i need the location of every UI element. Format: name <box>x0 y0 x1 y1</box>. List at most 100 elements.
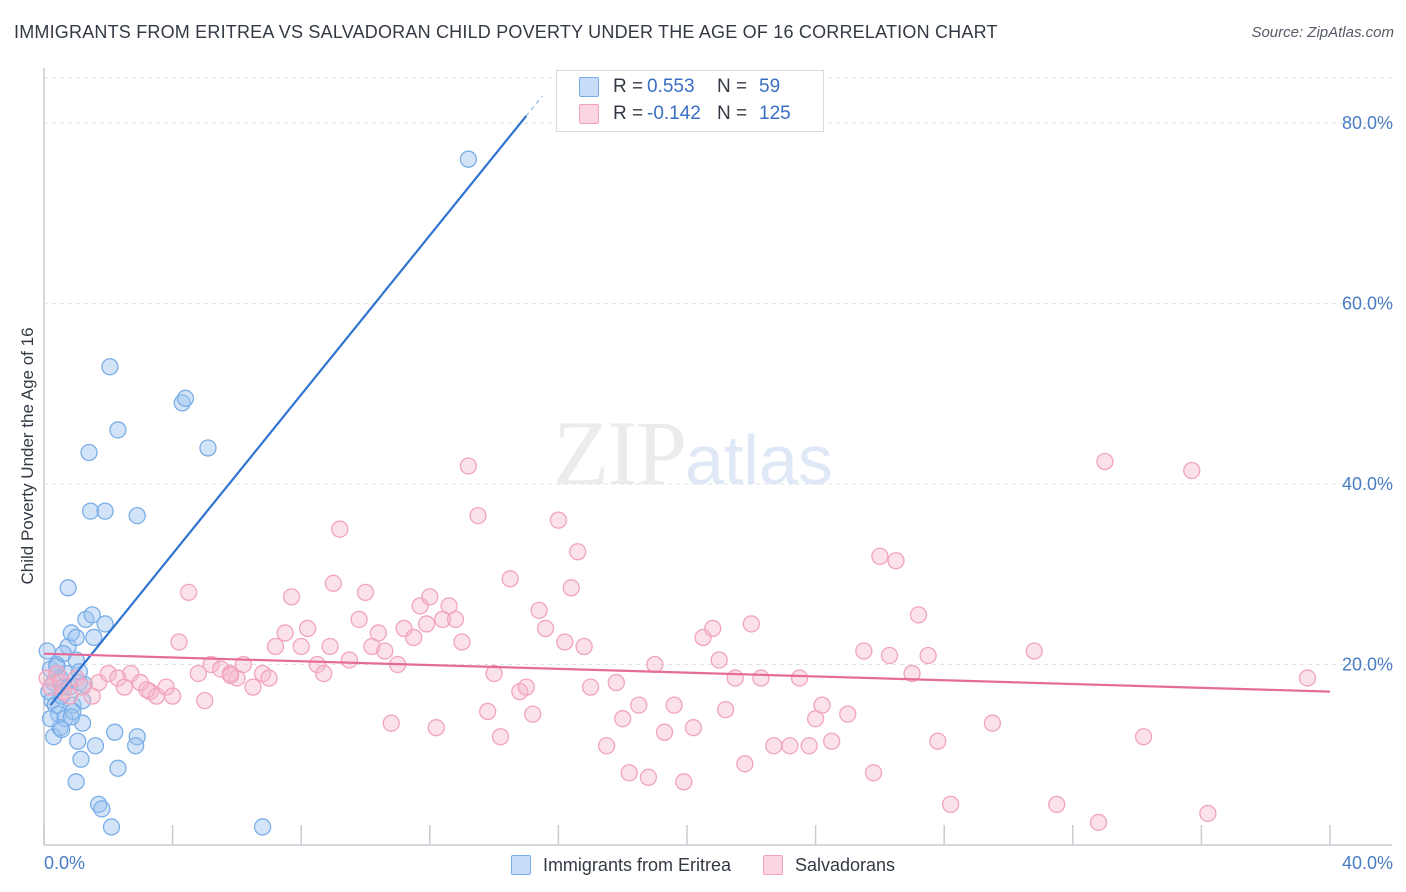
salvadoran-point <box>839 705 857 723</box>
source-label: Source: ZipAtlas.com <box>1251 24 1394 41</box>
salvadoran-point <box>417 615 436 633</box>
eritrea-point <box>83 606 101 624</box>
eritrea-point <box>459 150 478 168</box>
legend-n-label: N = <box>717 103 748 124</box>
eritrea-point <box>126 737 145 755</box>
eritrea-point <box>46 696 64 714</box>
salvadoran-point <box>453 633 471 651</box>
watermark-atlas: atlas <box>685 421 833 499</box>
legend-r-label: R = <box>613 103 644 124</box>
series-legend: Immigrants from Eritrea Salvadorans <box>0 851 1406 879</box>
eritrea-point <box>67 628 85 647</box>
salvadoran-point <box>421 588 439 606</box>
salvadoran-point <box>556 633 574 651</box>
salvadoran-point <box>919 646 937 665</box>
salvadoran-point <box>983 714 1002 732</box>
eritrea-point <box>102 818 121 836</box>
salvadoran-point <box>38 669 56 687</box>
salvadoran-point <box>1096 452 1114 471</box>
salvadoran-point <box>266 637 285 656</box>
eritrea-point <box>101 358 119 376</box>
salvadoran-point <box>61 687 79 705</box>
salvadoran-point <box>282 588 301 606</box>
salvadoran-point <box>276 624 294 642</box>
eritrea-point <box>72 750 90 768</box>
salvadoran-point <box>1048 795 1066 814</box>
salvadoran-point <box>781 737 799 755</box>
legend-item-eritrea: Immigrants from Eritrea <box>510 854 731 876</box>
salvadoran-point <box>607 673 625 692</box>
legend-r-value: 0.553 <box>647 76 695 97</box>
salvadoran-point <box>1199 804 1217 823</box>
legend-swatch-salvadorans <box>579 104 599 124</box>
salvadoran-point <box>99 664 117 683</box>
eritrea-point <box>128 506 146 525</box>
salvadoran-point <box>597 737 616 755</box>
legend-n-value: 59 <box>759 76 781 97</box>
eritrea-point <box>81 502 100 520</box>
salvadoran-point <box>109 669 127 687</box>
salvadoran-point <box>929 732 947 750</box>
legend-item-salvadorans: Salvadorans <box>762 855 895 876</box>
salvadoran-point <box>614 710 632 728</box>
salvadoran-point <box>1183 461 1201 480</box>
salvadoran-point <box>321 637 339 656</box>
watermark-zip: ZIP <box>553 402 687 504</box>
x-tick-label: 0.0% <box>44 853 85 873</box>
legend-swatch-eritrea <box>579 77 599 97</box>
salvadoran-point <box>675 773 693 791</box>
salvadoran-point <box>260 669 278 687</box>
salvadoran-point <box>562 579 580 597</box>
salvadoran-point <box>684 719 703 737</box>
salvadoran-point <box>871 547 889 565</box>
salvadoran-point <box>581 678 600 696</box>
legend-swatch-salvadorans <box>762 855 783 875</box>
salvadoran-point <box>405 628 423 647</box>
salvadoran-point <box>655 723 674 741</box>
legend-n-value: 125 <box>759 103 791 124</box>
eritrea-point <box>69 732 87 750</box>
salvadoran-point <box>569 543 587 561</box>
salvadoran-point <box>48 664 66 683</box>
salvadoran-point <box>427 719 445 737</box>
salvadoran-point <box>308 655 326 674</box>
eritrea-point <box>67 773 85 791</box>
salvadoran-point <box>941 795 960 814</box>
eritrea-point <box>96 502 114 520</box>
salvadoran-point <box>315 664 333 683</box>
salvadoran-point <box>575 637 593 656</box>
eritrea-point <box>59 579 77 597</box>
salvadoran-point <box>376 642 394 660</box>
salvadoran-point <box>646 655 664 674</box>
salvadoran-point <box>517 678 535 696</box>
salvadoran-point <box>704 619 722 638</box>
eritrea-point <box>109 421 127 439</box>
salvadoran-point <box>736 755 754 773</box>
legend-r-value: -0.142 <box>647 103 701 124</box>
salvadoran-point <box>382 714 400 732</box>
salvadoran-point <box>459 457 478 475</box>
legend-label-eritrea: Immigrants from Eritrea <box>542 854 731 875</box>
eritrea-point <box>199 439 217 457</box>
eritrea-point <box>41 710 60 728</box>
salvadoran-point <box>536 619 555 638</box>
eritrea-point <box>93 800 111 818</box>
salvadoran-point <box>765 737 783 755</box>
legend-r-label: R = <box>613 76 644 97</box>
salvadoran-point <box>800 737 818 755</box>
legend-row-eritrea: R = 0.553 N = 59 <box>579 74 780 100</box>
salvadoran-point <box>665 696 683 714</box>
salvadoran-point <box>864 764 883 782</box>
salvadoran-point <box>469 506 487 525</box>
salvadoran-point <box>530 601 548 620</box>
salvadoran-point <box>1089 813 1108 832</box>
eritrea-point <box>96 615 114 633</box>
salvadoran-point <box>639 768 658 786</box>
chart-title: IMMIGRANTS FROM ERITREA VS SALVADORAN CH… <box>14 22 998 42</box>
eritrea-point <box>85 628 103 647</box>
salvadoran-point <box>479 702 497 721</box>
salvadoran-point <box>710 651 728 669</box>
salvadoran-point <box>221 666 240 685</box>
salvadoran-point <box>350 610 368 629</box>
